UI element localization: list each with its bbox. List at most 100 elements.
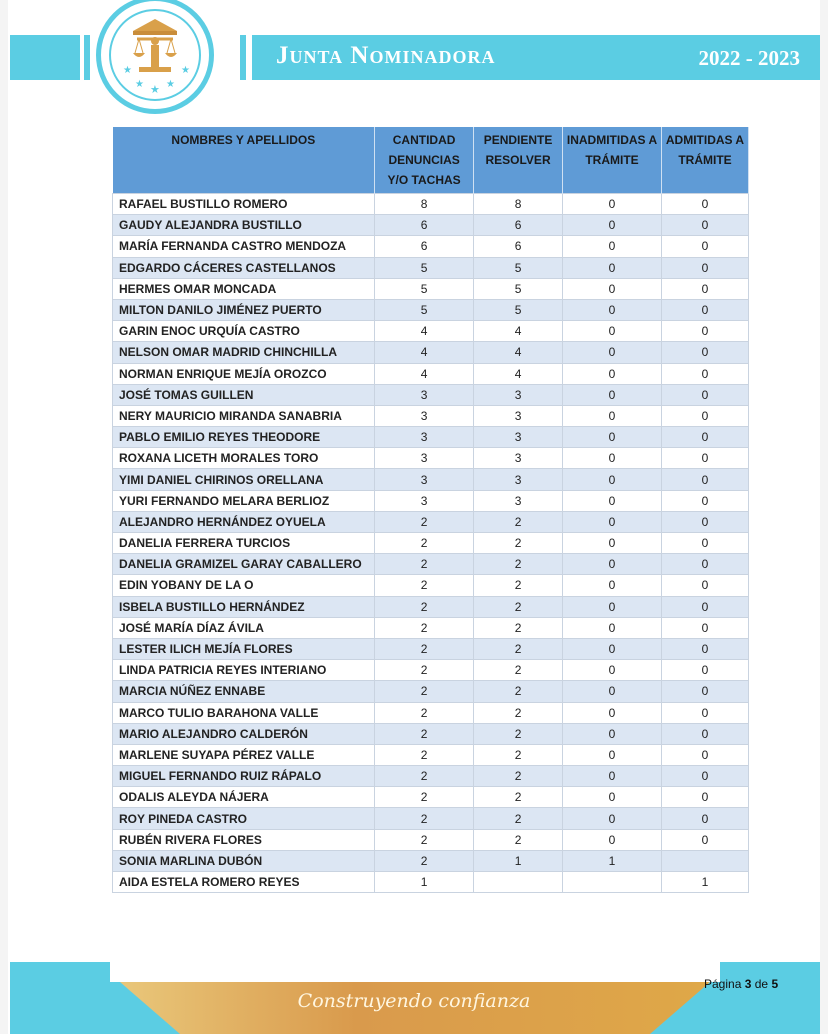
admitted-count: 0: [660, 765, 750, 788]
candidate-name: AIDA ESTELA ROMERO REYES: [111, 870, 376, 894]
candidate-name: EDGARDO CÁCERES CASTELLANOS: [111, 256, 376, 279]
candidate-name: MARÍA FERNANDA CASTRO MENDOZA: [111, 235, 376, 258]
table-row: ODALIS ALEYDA NÁJERA 2 2 0 0: [111, 786, 750, 809]
pending-count: 8: [473, 192, 564, 216]
admitted-count: 0: [660, 256, 750, 279]
admitted-count: 0: [660, 320, 750, 343]
pending-count: 4: [473, 320, 564, 343]
inadmissible-count: 0: [562, 404, 662, 428]
inadmissible-count: 0: [562, 468, 662, 491]
complaints-count: 2: [374, 807, 475, 830]
pending-count: 2: [473, 616, 564, 639]
complaints-table: NOMBRES Y APELLIDOS CANTIDAD DENUNCIAS Y…: [111, 127, 750, 894]
pending-count: 3: [473, 489, 564, 512]
inadmissible-count: 0: [562, 680, 662, 703]
pending-count: 2: [473, 659, 564, 682]
pending-count: 3: [473, 383, 564, 406]
complaints-count: 2: [374, 722, 475, 745]
table-row: ROXANA LICETH MORALES TORO 3 3 0 0: [111, 447, 750, 470]
complaints-count: 4: [374, 341, 475, 364]
inadmissible-count: 0: [562, 722, 662, 745]
candidate-name: NORMAN ENRIQUE MEJÍA OROZCO: [111, 362, 376, 385]
table-row: MARCO TULIO BARAHONA VALLE 2 2 0 0: [111, 701, 750, 724]
candidate-name: YURI FERNANDO MELARA BERLIOZ: [111, 489, 376, 512]
admitted-count: 0: [660, 595, 750, 618]
table-row: GARIN ENOC URQUÍA CASTRO 4 4 0 0: [111, 320, 750, 343]
pending-count: 2: [473, 553, 564, 576]
inadmissible-count: 0: [562, 256, 662, 279]
complaints-count: 2: [374, 765, 475, 788]
table-row: LINDA PATRICIA REYES INTERIANO 2 2 0 0: [111, 659, 750, 682]
column-header-complaints: CANTIDAD DENUNCIAS Y/O TACHAS: [374, 127, 475, 194]
candidate-name: MARIO ALEJANDRO CALDERÓN: [111, 722, 376, 745]
table-row: PABLO EMILIO REYES THEODORE 3 3 0 0: [111, 426, 750, 449]
complaints-count: 2: [374, 637, 475, 661]
pending-count: 2: [473, 637, 564, 661]
page-current: 3: [744, 977, 752, 991]
inadmissible-count: 0: [562, 701, 662, 724]
inadmissible-count: 0: [562, 786, 662, 809]
complaints-count: 3: [374, 489, 475, 512]
pending-count: 3: [473, 468, 564, 491]
complaints-count: 2: [374, 595, 475, 618]
svg-text:★: ★: [181, 65, 190, 76]
inadmissible-count: 0: [562, 595, 662, 618]
candidate-name: NELSON OMAR MADRID CHINCHILLA: [111, 341, 376, 364]
admitted-count: 0: [660, 616, 750, 639]
candidate-name: JOSÉ TOMAS GUILLEN: [111, 383, 376, 406]
admitted-count: 0: [660, 489, 750, 512]
pending-count: 2: [473, 510, 564, 534]
complaints-count: 2: [374, 659, 475, 682]
column-header-admitted: ADMITIDAS A TRÁMITE: [661, 127, 750, 194]
candidate-name: ROY PINEDA CASTRO: [111, 807, 376, 830]
complaints-count: 2: [374, 786, 475, 809]
inadmissible-count: 0: [562, 214, 662, 237]
candidate-name: ISBELA BUSTILLO HERNÁNDEZ: [111, 595, 376, 618]
footer-slogan: Construyendo confianza: [297, 990, 531, 1012]
inadmissible-count: 0: [562, 192, 662, 216]
inadmissible-count: 0: [562, 235, 662, 258]
footer-band: [10, 962, 820, 1034]
pending-count: 6: [473, 235, 564, 258]
admitted-count: 0: [660, 298, 750, 322]
candidate-name: GAUDY ALEJANDRA BUSTILLO: [111, 214, 376, 237]
admitted-count: 0: [660, 722, 750, 745]
pending-count: 3: [473, 404, 564, 428]
table-row: ROY PINEDA CASTRO 2 2 0 0: [111, 807, 750, 830]
table-row: NERY MAURICIO MIRANDA SANABRIA 3 3 0 0: [111, 404, 750, 428]
table-row: YIMI DANIEL CHIRINOS ORELLANA 3 3 0 0: [111, 468, 750, 491]
pending-count: 2: [473, 595, 564, 618]
complaints-count: 3: [374, 447, 475, 470]
pending-count: 3: [473, 426, 564, 449]
candidate-name: EDIN YOBANY DE LA O: [111, 574, 376, 597]
complaints-count: 3: [374, 426, 475, 449]
table-row: DANELIA GRAMIZEL GARAY CABALLERO 2 2 0 0: [111, 553, 750, 576]
inadmissible-count: 0: [562, 341, 662, 364]
column-header-name: NOMBRES Y APELLIDOS: [112, 127, 376, 194]
inadmissible-count: 0: [562, 553, 662, 576]
candidate-name: MIGUEL FERNANDO RUIZ RÁPALO: [111, 765, 376, 788]
header-band: [252, 35, 820, 80]
page-number: Página 3 de 5: [704, 977, 778, 991]
complaints-count: 2: [374, 574, 475, 597]
admitted-count: [660, 849, 750, 873]
header-band: [84, 35, 90, 80]
inadmissible-count: 0: [562, 489, 662, 512]
candidate-name: LINDA PATRICIA REYES INTERIANO: [111, 659, 376, 682]
inadmissible-count: 0: [562, 616, 662, 639]
admitted-count: 0: [660, 468, 750, 491]
admitted-count: 0: [660, 828, 750, 851]
inadmissible-count: 0: [562, 574, 662, 597]
complaints-count: 2: [374, 828, 475, 851]
pending-count: 1: [473, 849, 564, 873]
table-row: ALEJANDRO HERNÁNDEZ OYUELA 2 2 0 0: [111, 510, 750, 534]
table-row: JOSÉ MARÍA DÍAZ ÁVILA 2 2 0 0: [111, 616, 750, 639]
page-title: Junta Nominadora: [276, 42, 496, 69]
inadmissible-count: 0: [562, 743, 662, 767]
table-row: EDGARDO CÁCERES CASTELLANOS 5 5 0 0: [111, 256, 750, 279]
inadmissible-count: 0: [562, 510, 662, 534]
table-row: MARCIA NÚÑEZ ENNABE 2 2 0 0: [111, 680, 750, 703]
complaints-count: 5: [374, 298, 475, 322]
pending-count: 3: [473, 447, 564, 470]
